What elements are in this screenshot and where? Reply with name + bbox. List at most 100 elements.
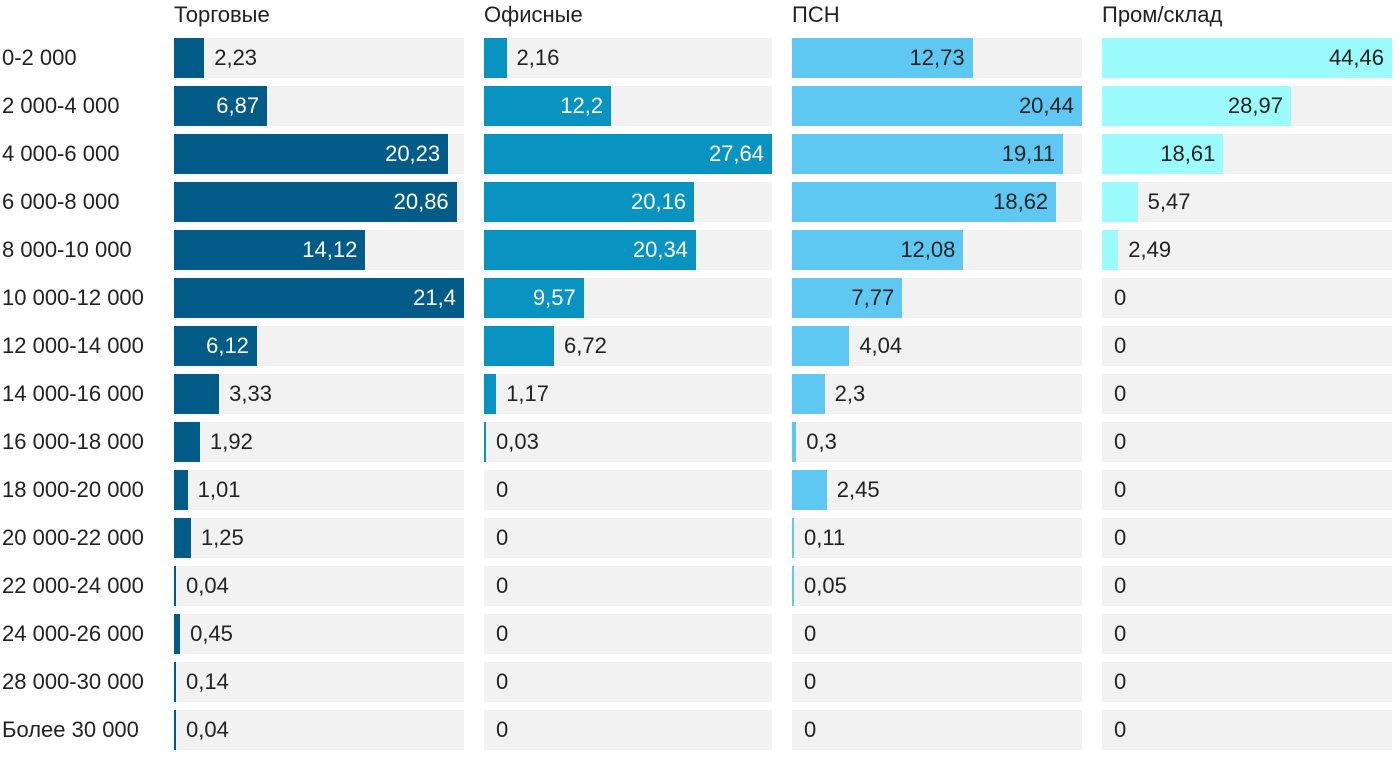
bar-track <box>484 710 772 750</box>
category-label: 12 000-14 000 <box>2 333 144 358</box>
bar-track <box>792 422 1082 462</box>
bar-value-label: 5,47 <box>1147 189 1191 214</box>
bar-track <box>792 470 1082 510</box>
bar <box>174 422 201 462</box>
bar-value-label: 3,33 <box>229 381 272 406</box>
bar-value-label: 2,3 <box>834 381 866 406</box>
bar-track <box>792 710 1082 750</box>
bar-value-label: 0,04 <box>186 573 229 598</box>
bar-value-label: 19,11 <box>1001 141 1056 166</box>
bar <box>1102 38 1392 78</box>
category-label: 24 000-26 000 <box>2 621 144 646</box>
bar-track <box>484 470 772 510</box>
bar-track <box>484 662 772 702</box>
bar-track <box>1102 566 1392 606</box>
bar <box>484 278 584 318</box>
panel-title: Пром/склад <box>1102 2 1223 27</box>
bar <box>174 134 449 174</box>
bar <box>174 86 268 126</box>
bar-value-label: 0 <box>1114 477 1127 502</box>
bar <box>792 86 1082 126</box>
bar <box>484 326 555 366</box>
bar-value-label: 2,49 <box>1128 237 1172 262</box>
bar <box>484 182 695 222</box>
bar-value-label: 20,86 <box>393 189 449 214</box>
bar-track <box>1102 518 1392 558</box>
category-label: 10 000-12 000 <box>2 285 144 310</box>
bar <box>174 38 205 78</box>
panel-title: ПСН <box>792 2 840 27</box>
bar-value-label: 6,12 <box>206 333 249 358</box>
bar-track <box>1102 374 1392 414</box>
bar-value-label: 12,73 <box>909 45 965 70</box>
bar-track <box>174 662 464 702</box>
bar <box>792 326 850 366</box>
bar-track <box>1102 230 1392 270</box>
bar <box>174 278 464 318</box>
bar <box>484 374 497 414</box>
bar-value-label: 7,77 <box>851 285 895 310</box>
bar-value-label: 0 <box>804 669 817 694</box>
category-label: 22 000-24 000 <box>2 573 144 598</box>
panel-title: Офисные <box>484 2 583 27</box>
bar-value-label: 0,11 <box>804 525 846 550</box>
category-label: 0-2 000 <box>2 45 77 70</box>
bar <box>484 38 507 78</box>
bar-value-label: 0 <box>496 525 509 550</box>
bar-value-label: 27,64 <box>708 141 764 166</box>
category-label: 6 000-8 000 <box>2 189 120 214</box>
panel-title: Торговые <box>174 2 270 27</box>
category-label: 2 000-4 000 <box>2 93 120 118</box>
bar-track <box>792 566 1082 606</box>
bar-track <box>1102 326 1392 366</box>
bar <box>484 422 486 462</box>
bar-track <box>484 422 772 462</box>
bar-value-label: 1,17 <box>506 381 550 406</box>
bar-value-label: 44,46 <box>1328 45 1384 70</box>
bar <box>792 470 827 510</box>
bar-track <box>792 614 1082 654</box>
bar <box>792 566 794 606</box>
bar-value-label: 0,05 <box>804 573 847 598</box>
bar-value-label: 0 <box>804 717 817 742</box>
bar-track <box>1102 710 1392 750</box>
bar-track <box>174 710 464 750</box>
bar-value-label: 0 <box>496 717 509 742</box>
bar-value-label: 20,16 <box>630 189 687 214</box>
bar-track <box>484 566 772 606</box>
bar-track <box>484 38 772 78</box>
bar-value-label: 0,3 <box>806 429 837 454</box>
bar-value-label: 0 <box>1114 333 1127 358</box>
bar-value-label: 6,72 <box>564 333 607 358</box>
bar-value-label: 28,97 <box>1227 93 1283 118</box>
bar-track <box>174 470 464 510</box>
category-label: Более 30 000 <box>2 717 139 742</box>
bar-track <box>484 518 772 558</box>
bar-value-label: 0 <box>1114 285 1127 310</box>
bar <box>792 182 1057 222</box>
bar-value-label: 21,4 <box>413 285 456 310</box>
bar <box>792 278 903 318</box>
bar-value-label: 0 <box>496 477 509 502</box>
bar-value-label: 0 <box>1114 381 1127 406</box>
bar-value-label: 14,12 <box>302 237 358 262</box>
bar-track <box>1102 614 1392 654</box>
bar <box>792 134 1064 174</box>
bar <box>484 134 772 174</box>
bar <box>1102 86 1291 126</box>
bar-track <box>174 38 464 78</box>
bar-track <box>174 422 464 462</box>
bar-value-label: 0 <box>1114 669 1127 694</box>
bar <box>484 86 612 126</box>
category-label: 28 000-30 000 <box>2 669 144 694</box>
category-label: 20 000-22 000 <box>2 525 144 550</box>
bar <box>174 566 176 606</box>
bar <box>792 518 794 558</box>
bar-track <box>174 566 464 606</box>
bar-track <box>484 614 772 654</box>
bar <box>1102 182 1138 222</box>
category-label: 18 000-20 000 <box>2 477 144 502</box>
category-label: 4 000-6 000 <box>2 141 120 166</box>
category-label: 14 000-16 000 <box>2 381 144 406</box>
